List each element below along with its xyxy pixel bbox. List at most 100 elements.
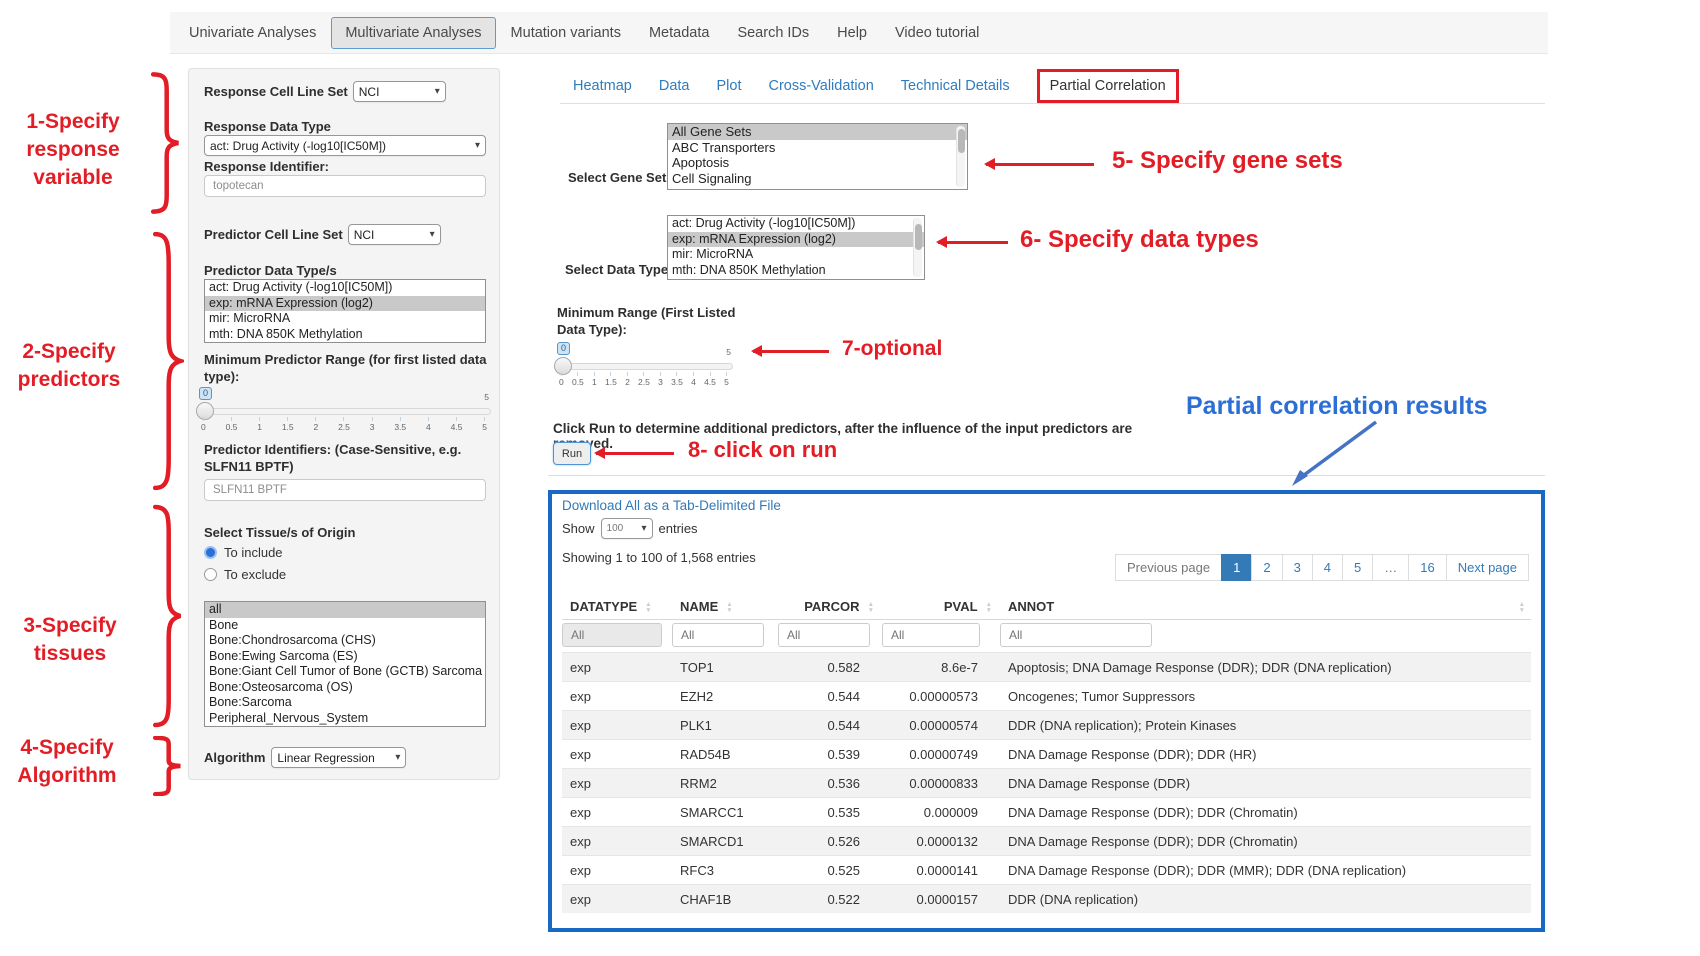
slider-track[interactable] [196, 402, 491, 420]
page-button-next-page[interactable]: Next page [1445, 554, 1529, 581]
cell-datatype: exp [570, 804, 591, 820]
option-bone-chondrosarcoma-chs[interactable]: Bone:Chondrosarcoma (CHS) [209, 633, 376, 647]
filter-input-annot[interactable] [1000, 623, 1152, 647]
page-button-3[interactable]: 3 [1281, 554, 1313, 581]
divider [548, 475, 1545, 476]
option-peripheral-nervous-system[interactable]: Peripheral_Nervous_System [209, 710, 369, 725]
table-row-smarcc1[interactable]: exp SMARCC1 0.535 0.000009 DNA Damage Respon… [562, 797, 1531, 827]
table-row-rad54b[interactable]: exp RAD54B 0.539 0.00000749 DNA Damage Respo… [562, 739, 1531, 769]
table-row-ezh2[interactable]: exp EZH2 0.544 0.00000573 Oncogenes; Tumor S… [562, 681, 1531, 711]
predictor-cell-line-set-select[interactable]: NCI ▾ [347, 224, 441, 245]
option-mir-microrna[interactable]: mir: MicroRNA [672, 247, 754, 261]
option-bone-sarcoma[interactable]: Bone:Sarcoma [209, 695, 292, 709]
option-cell-signaling[interactable]: Cell Signaling [672, 170, 752, 186]
slider-tick: 4.5 [451, 417, 462, 432]
radio-option-to-exclude[interactable]: To exclude [204, 567, 286, 582]
cell-parcor: 0.544 [827, 717, 860, 733]
option-bone-giant-cell-tumor-of-bone-gctb-sarcoma[interactable]: Bone:Giant Cell Tumor of Bone (GCTB) Sar… [209, 664, 483, 678]
run-button[interactable]: Run [553, 442, 591, 465]
option-all[interactable]: all [205, 602, 485, 618]
nav-tab-univariate-analyses[interactable]: Univariate Analyses [189, 24, 317, 41]
table-row-top1[interactable]: exp TOP1 0.582 8.6e-7 Apoptosis; DNA Damage … [562, 652, 1531, 682]
show-entries-select[interactable]: 100 ▾ [600, 518, 653, 539]
algorithm-select[interactable]: Linear Regression ▾ [271, 747, 407, 768]
table-row-rfc3[interactable]: exp RFC3 0.525 0.0000141 DNA Damage Response… [562, 855, 1531, 885]
cell-name: RRM2 [680, 775, 717, 791]
subtab-plot[interactable]: Plot [716, 78, 742, 94]
annotation-line: 4-Specify [20, 736, 114, 759]
sort-icon[interactable]: ▲ ▼ [1518, 601, 1525, 614]
option-act-drug-activity-log10-ic50m[interactable]: act: Drug Activity (-log10[IC50M]) [672, 216, 856, 230]
column-header-datatype[interactable]: DATATYPE ▲ ▼ [562, 594, 672, 620]
nav-tab-multivariate-analyses[interactable]: Multivariate Analyses [331, 16, 496, 49]
cell-annot: DNA Damage Response (DDR); DDR (Chromati… [1008, 833, 1298, 849]
nav-tab-metadata[interactable]: Metadata [648, 24, 710, 41]
table-row-rrm2[interactable]: exp RRM2 0.536 0.00000833 DNA Damage Respons… [562, 768, 1531, 798]
nav-tab-mutation-variants[interactable]: Mutation variants [510, 24, 621, 41]
slider-thumb[interactable] [196, 402, 214, 420]
response-identifier-label: Response Identifier: [204, 159, 329, 174]
cell-pval: 0.0000141 [916, 862, 978, 878]
radio-icon[interactable] [204, 546, 217, 559]
sort-icon[interactable]: ▲ ▼ [985, 601, 992, 614]
sort-icon[interactable]: ▲ ▼ [726, 601, 733, 614]
cell-parcor: 0.535 [827, 804, 860, 820]
filter-input-parcor[interactable] [778, 623, 870, 647]
response-identifier-input[interactable] [204, 175, 486, 197]
page-button-2[interactable]: 2 [1251, 554, 1283, 581]
subtab-data[interactable]: Data [658, 78, 690, 94]
table-row-smarcd1[interactable]: exp SMARCD1 0.526 0.0000132 DNA Damage Respo… [562, 826, 1531, 856]
table-row-chaf1b[interactable]: exp CHAF1B 0.522 0.0000157 DDR (DNA replicat… [562, 884, 1531, 913]
table-row-plk1[interactable]: exp PLK1 0.544 0.00000574 DDR (DNA replicati… [562, 710, 1531, 740]
column-header-annot[interactable]: ANNOT ▲ ▼ [1000, 594, 1531, 620]
slider-thumb[interactable] [554, 357, 572, 375]
scrollbar-thumb[interactable] [958, 129, 965, 153]
nav-tab-help[interactable]: Help [837, 24, 867, 41]
option-mth-dna-850k-methylation[interactable]: mth: DNA 850K Methylation [672, 262, 826, 277]
page-button-5[interactable]: 5 [1342, 554, 1374, 581]
subtab-cross-validation[interactable]: Cross-Validation [768, 78, 874, 94]
response-cell-line-set-select[interactable]: NCI ▾ [352, 81, 446, 102]
filter-input-name[interactable] [672, 623, 764, 647]
radio-option-to-include[interactable]: To include [204, 545, 286, 560]
sort-icon[interactable]: ▲ ▼ [867, 601, 874, 614]
nav-tab-video-tutorial[interactable]: Video tutorial [895, 24, 980, 41]
cell-name: SMARCC1 [680, 804, 744, 820]
option-exp-mrna-expression-log2[interactable]: exp: mRNA Expression (log2) [205, 295, 485, 311]
download-link[interactable]: Download All as a Tab-Delimited File [562, 498, 781, 513]
subtab-technical-details[interactable]: Technical Details [900, 78, 1010, 94]
cell-parcor: 0.539 [827, 746, 860, 762]
page-button-16[interactable]: 16 [1408, 554, 1447, 581]
slider-track[interactable] [554, 357, 733, 375]
option-mth-dna-850k-methylation[interactable]: mth: DNA 850K Methylation [209, 326, 363, 341]
column-header-pval[interactable]: PVAL ▲ ▼ [882, 594, 1000, 620]
annotation-arrow-optional [751, 345, 829, 356]
scrollbar-track[interactable] [956, 126, 965, 187]
page-button-previous-page[interactable]: Previous page [1114, 554, 1223, 581]
scrollbar-thumb[interactable] [915, 224, 922, 250]
option-all-gene-sets[interactable]: All Gene Sets [668, 124, 967, 140]
subtab-heatmap[interactable]: Heatmap [573, 78, 632, 94]
nav-tab-search-ids[interactable]: Search IDs [737, 24, 810, 41]
filter-input-pval[interactable] [882, 623, 980, 647]
option-act-drug-activity-log10-ic50m[interactable]: act: Drug Activity (-log10[IC50M]) [209, 280, 393, 294]
option-bone-ewing-sarcoma-es[interactable]: Bone:Ewing Sarcoma (ES) [209, 648, 358, 663]
option-mir-microrna[interactable]: mir: MicroRNA [209, 311, 291, 325]
predictor-identifiers-input[interactable] [204, 479, 486, 501]
filter-input-datatype[interactable] [562, 623, 662, 647]
column-header-parcor[interactable]: PARCOR ▲ ▼ [778, 594, 882, 620]
column-header-name[interactable]: NAME ▲ ▼ [672, 594, 778, 620]
radio-icon[interactable] [204, 568, 217, 581]
sort-icon[interactable]: ▲ ▼ [645, 601, 652, 614]
option-abc-transporters[interactable]: ABC Transporters [672, 139, 776, 155]
option-apoptosis[interactable]: Apoptosis [672, 155, 730, 170]
slider-tick: 2.5 [638, 372, 650, 387]
response-data-type-select[interactable]: act: Drug Activity (-log10[IC50M]) ▾ [204, 135, 486, 156]
option-bone[interactable]: Bone [209, 617, 239, 632]
subtab-partial-correlation[interactable]: Partial Correlation [1036, 69, 1179, 103]
page-button-1[interactable]: 1 [1221, 554, 1253, 581]
option-bone-osteosarcoma-os[interactable]: Bone:Osteosarcoma (OS) [209, 679, 353, 694]
option-exp-mrna-expression-log2[interactable]: exp: mRNA Expression (log2) [668, 231, 924, 247]
scrollbar-track[interactable] [913, 218, 922, 277]
page-button-4[interactable]: 4 [1311, 554, 1344, 581]
